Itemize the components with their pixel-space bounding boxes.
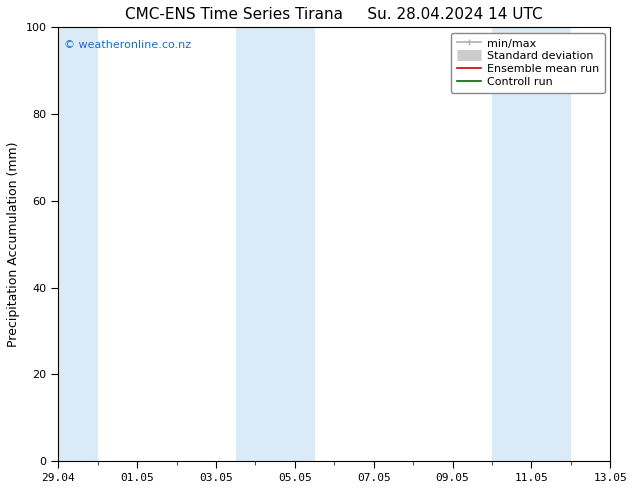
Bar xyxy=(492,27,531,461)
Bar xyxy=(275,27,314,461)
Bar xyxy=(236,27,275,461)
Text: © weatheronline.co.nz: © weatheronline.co.nz xyxy=(64,40,191,50)
Bar xyxy=(58,27,98,461)
Legend: min/max, Standard deviation, Ensemble mean run, Controll run: min/max, Standard deviation, Ensemble me… xyxy=(451,33,605,93)
Y-axis label: Precipitation Accumulation (mm): Precipitation Accumulation (mm) xyxy=(7,142,20,347)
Title: CMC-ENS Time Series Tirana     Su. 28.04.2024 14 UTC: CMC-ENS Time Series Tirana Su. 28.04.202… xyxy=(126,7,543,22)
Bar xyxy=(531,27,571,461)
